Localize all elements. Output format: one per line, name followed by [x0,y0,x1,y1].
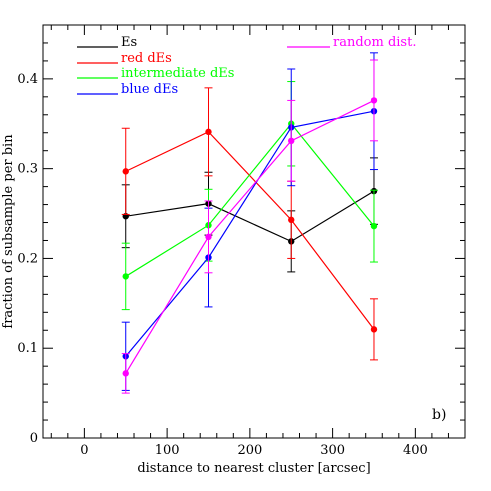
y-tick-label: 0 [30,431,38,446]
data-point [205,128,212,136]
legend-label: intermediate dEs [121,66,234,81]
series-line [125,131,375,330]
legend-label: Es [121,35,137,50]
panel-label: b) [432,407,446,423]
y-tick-label: 0.1 [17,341,38,356]
axis-ticks: 0 100 200 300 400 0 0.1 0.2 0.3 0.4 [17,24,466,458]
legend-entry: red dEs [77,51,172,66]
plot-border [42,24,466,439]
series-line [125,190,375,243]
x-tick-label: 0 [80,443,88,458]
legend-entry: blue dEs [77,82,178,97]
legend-entry: random dist. [287,35,416,50]
legend-label: red dEs [121,51,172,66]
series-line [125,110,375,357]
data-point [288,216,295,224]
data-point [370,97,378,104]
y-axis-label: fraction of subsample per bin [1,134,16,329]
legend-label: blue dEs [121,82,178,97]
x-tick-label: 200 [237,443,262,458]
data-point [122,168,129,175]
x-tick-label: 400 [403,443,428,458]
series-line [125,99,375,374]
y-tick-label: 0.2 [17,251,38,266]
x-tick-label: 100 [155,443,180,458]
x-tick-label: 300 [320,443,345,458]
data-point [122,370,129,377]
data-point [205,233,212,241]
y-tick-label: 0.3 [17,162,38,177]
data-point [370,326,378,333]
x-axis-label: distance to nearest cluster [arcsec] [137,461,370,476]
y-tick-label: 0.4 [17,72,38,87]
series-random-dist- [121,59,378,394]
series-red-des [121,87,378,361]
series-blue-des [121,52,378,391]
series-line [125,122,375,277]
legend-entry: intermediate dEs [77,66,234,81]
series-intermediate-des [121,81,378,311]
data-point [122,273,129,280]
data-point [370,222,378,230]
legend-label: random dist. [333,35,416,50]
data-point [288,137,295,145]
plot-frame [42,24,466,439]
legend-entry: Es [77,35,137,50]
series-layer [121,52,378,394]
